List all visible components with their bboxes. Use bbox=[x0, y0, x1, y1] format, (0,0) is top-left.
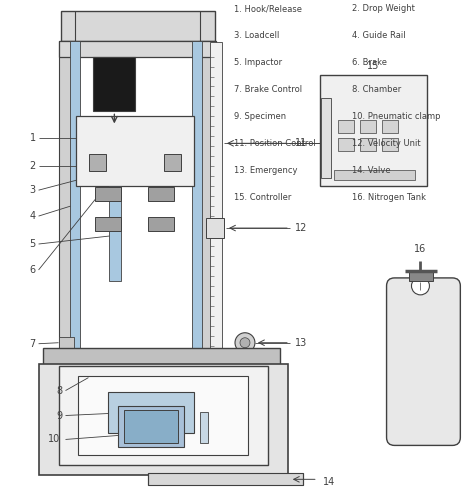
Bar bbox=[337, 138, 354, 151]
Text: 4: 4 bbox=[29, 211, 36, 221]
Ellipse shape bbox=[84, 407, 96, 429]
Bar bbox=[95, 217, 121, 231]
Bar bbox=[382, 121, 398, 133]
Text: 6: 6 bbox=[29, 265, 36, 275]
Bar bbox=[76, 117, 194, 186]
Bar bbox=[148, 187, 174, 201]
Text: 3. Loadcell: 3. Loadcell bbox=[234, 31, 279, 40]
Bar bbox=[198, 41, 216, 351]
Bar bbox=[109, 186, 121, 281]
Bar bbox=[58, 337, 74, 348]
Text: 2. Drop Weight: 2. Drop Weight bbox=[352, 4, 415, 13]
Ellipse shape bbox=[349, 88, 407, 105]
Text: 1. Hook/Release: 1. Hook/Release bbox=[234, 4, 302, 13]
Text: 5. Impactor: 5. Impactor bbox=[234, 58, 282, 67]
Text: 5: 5 bbox=[29, 239, 36, 249]
Bar bbox=[124, 410, 178, 443]
Text: 14: 14 bbox=[323, 477, 335, 487]
Bar bbox=[382, 138, 398, 151]
Text: 13. Emergency: 13. Emergency bbox=[234, 166, 298, 175]
Bar bbox=[38, 364, 288, 475]
Bar bbox=[43, 348, 280, 366]
Text: 14. Valve: 14. Valve bbox=[352, 166, 390, 175]
Bar bbox=[320, 74, 428, 186]
Text: 7. Brake Control: 7. Brake Control bbox=[234, 85, 302, 94]
Text: 15: 15 bbox=[367, 61, 380, 70]
Text: 6. Brake: 6. Brake bbox=[352, 58, 387, 67]
Bar bbox=[58, 41, 76, 351]
Bar bbox=[360, 121, 375, 133]
Bar bbox=[61, 11, 215, 41]
Text: 8. Chamber: 8. Chamber bbox=[352, 85, 401, 94]
Circle shape bbox=[235, 333, 255, 353]
Text: 10: 10 bbox=[48, 434, 61, 444]
Text: 16. Nitrogen Tank: 16. Nitrogen Tank bbox=[352, 192, 426, 202]
Text: 16: 16 bbox=[414, 244, 427, 254]
Text: 3: 3 bbox=[29, 185, 36, 195]
Bar bbox=[148, 217, 174, 231]
Bar bbox=[148, 473, 303, 485]
Circle shape bbox=[411, 277, 429, 295]
Bar bbox=[200, 412, 208, 443]
Bar bbox=[334, 170, 416, 180]
Bar bbox=[109, 391, 194, 434]
Ellipse shape bbox=[349, 109, 407, 124]
Ellipse shape bbox=[226, 407, 238, 429]
Bar bbox=[192, 41, 202, 351]
Text: 9. Specimen: 9. Specimen bbox=[234, 112, 286, 121]
Bar bbox=[90, 154, 106, 171]
Bar bbox=[337, 121, 354, 133]
Text: 11. Position Control: 11. Position Control bbox=[234, 139, 316, 148]
Bar bbox=[71, 41, 81, 351]
Text: 7: 7 bbox=[29, 339, 36, 349]
Text: 4. Guide Rail: 4. Guide Rail bbox=[352, 31, 405, 40]
Text: 9: 9 bbox=[56, 411, 63, 421]
Bar bbox=[360, 138, 375, 151]
Circle shape bbox=[240, 338, 250, 348]
Bar bbox=[321, 98, 331, 178]
Text: 11: 11 bbox=[295, 138, 307, 148]
Text: 13: 13 bbox=[295, 338, 307, 348]
Bar bbox=[206, 218, 224, 238]
Text: 10. Pneumatic clamp: 10. Pneumatic clamp bbox=[352, 112, 440, 121]
Text: 12: 12 bbox=[295, 223, 307, 233]
Bar bbox=[164, 154, 181, 171]
Text: 1: 1 bbox=[29, 133, 36, 143]
Text: 12. Velocity Unit: 12. Velocity Unit bbox=[352, 139, 420, 148]
Text: 2: 2 bbox=[29, 161, 36, 171]
Bar bbox=[93, 57, 135, 112]
Bar bbox=[95, 187, 121, 201]
Text: 15. Controller: 15. Controller bbox=[234, 192, 292, 202]
Bar bbox=[210, 42, 222, 351]
Bar bbox=[410, 271, 433, 281]
FancyBboxPatch shape bbox=[387, 278, 460, 445]
Text: 8: 8 bbox=[56, 385, 63, 396]
Bar bbox=[58, 366, 268, 465]
Bar bbox=[79, 375, 248, 455]
Bar bbox=[118, 406, 184, 447]
Bar bbox=[58, 41, 216, 57]
